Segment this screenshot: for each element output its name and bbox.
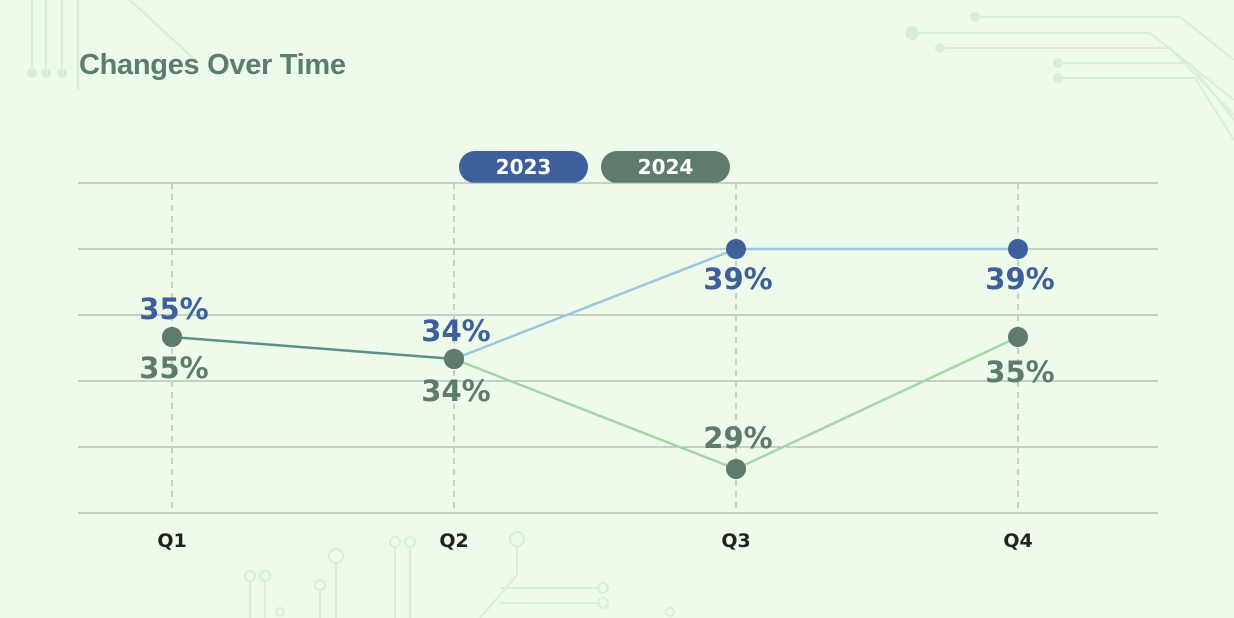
data-label-2023: 39%	[703, 262, 772, 296]
series-line-2024	[735, 335, 1019, 471]
legend-item-2023[interactable]: 2023	[459, 151, 588, 183]
series-line-2023	[453, 247, 737, 361]
x-tick-label: Q1	[157, 530, 186, 552]
data-point-2024	[1008, 327, 1028, 347]
x-tick-label: Q4	[1003, 530, 1032, 552]
legend: 2023 2024	[459, 151, 730, 183]
data-label-2023: 35%	[139, 292, 208, 326]
data-label-2023: 39%	[985, 262, 1054, 296]
series-line-2024	[453, 357, 737, 471]
data-point-2023	[726, 239, 746, 259]
x-tick-label: Q3	[721, 530, 750, 552]
data-label-2024: 34%	[421, 374, 490, 408]
data-point-2024	[162, 327, 182, 347]
chart-title: Changes Over Time	[79, 49, 346, 81]
legend-item-2024[interactable]: 2024	[601, 151, 730, 183]
x-tick-label: Q2	[439, 530, 468, 552]
data-label-2023: 34%	[421, 314, 490, 348]
data-point-2024	[444, 349, 464, 369]
data-label-2024: 35%	[139, 351, 208, 385]
data-label-2024: 35%	[985, 355, 1054, 389]
series-line-shared	[171, 335, 455, 361]
data-point-2023	[1008, 239, 1028, 259]
data-point-2024	[726, 459, 746, 479]
data-label-2024: 29%	[703, 421, 772, 455]
